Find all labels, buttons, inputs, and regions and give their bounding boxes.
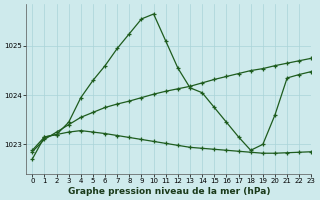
X-axis label: Graphe pression niveau de la mer (hPa): Graphe pression niveau de la mer (hPa) [68, 187, 270, 196]
